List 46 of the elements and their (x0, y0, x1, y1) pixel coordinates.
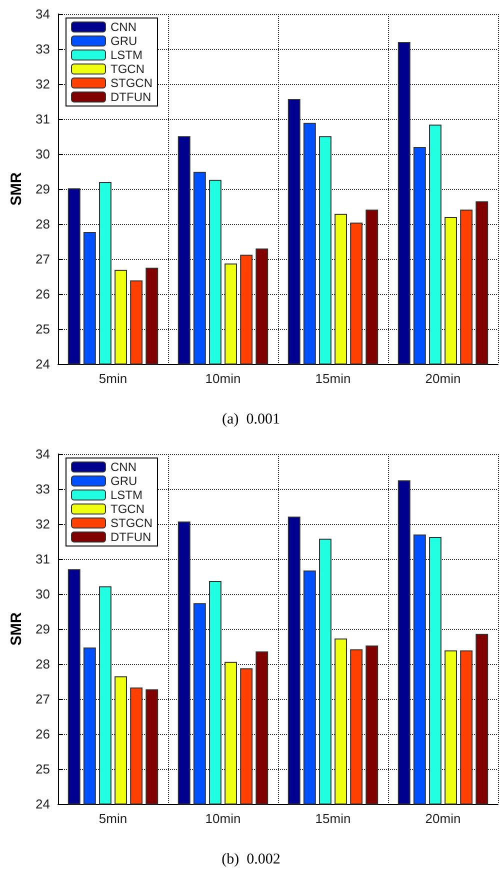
y-tick-label: 31 (36, 552, 50, 566)
legend-label: CNN (110, 460, 136, 474)
x-tick-label: 20min (425, 811, 461, 826)
y-tick-label: 30 (36, 146, 50, 162)
legend-label: STGCN (110, 516, 152, 530)
x-tick-label: 5min (98, 811, 128, 826)
legend-label: STGCN (110, 76, 152, 90)
y-tick-label: 27 (36, 252, 50, 266)
y-tick-label: 33 (36, 42, 50, 56)
y-axis-title: SMR (8, 172, 25, 206)
y-tick-label: 27 (36, 692, 50, 706)
x-tick-label: 10min (205, 811, 241, 826)
legend-label: LSTM (110, 488, 143, 502)
text: (b) 0.002 (222, 852, 280, 868)
x-tick-label: 5min (98, 371, 128, 386)
y-tick-label: 30 (36, 586, 50, 602)
legend-label: GRU (110, 474, 138, 488)
legend-label: CNN (110, 20, 136, 34)
y-tick-label: 34 (36, 6, 50, 22)
y-tick-label: 24 (36, 356, 50, 372)
y-axis-title: SMR (8, 612, 25, 646)
y-tick-label: 26 (36, 286, 50, 302)
y-tick-label: 32 (36, 516, 50, 532)
y-tick-label: 33 (36, 482, 50, 496)
y-tick-label: 32 (36, 76, 50, 92)
x-tick-label: 10min (205, 371, 241, 386)
legend-label: TGCN (110, 502, 144, 516)
y-tick-label: 29 (36, 182, 50, 196)
x-tick-label: 15min (315, 811, 351, 826)
y-tick-label: 29 (36, 622, 50, 636)
y-tick-label: 26 (36, 726, 50, 742)
y-tick-label: 34 (36, 446, 50, 462)
y-tick-label: 24 (36, 796, 50, 812)
text: (a) 0.001 (222, 412, 280, 428)
y-tick-label: 28 (36, 656, 50, 672)
x-tick-label: 20min (425, 371, 461, 386)
x-tick-label: 15min (315, 371, 351, 386)
legend-label: DTFUN (110, 90, 152, 104)
legend-label: DTFUN (110, 530, 152, 544)
y-tick-label: 31 (36, 112, 50, 126)
legend-label: TGCN (110, 62, 144, 76)
y-tick-label: 25 (36, 762, 50, 776)
y-tick-label: 25 (36, 322, 50, 336)
legend-label: GRU (110, 34, 138, 48)
y-tick-label: 28 (36, 216, 50, 232)
legend-label: LSTM (110, 48, 143, 62)
